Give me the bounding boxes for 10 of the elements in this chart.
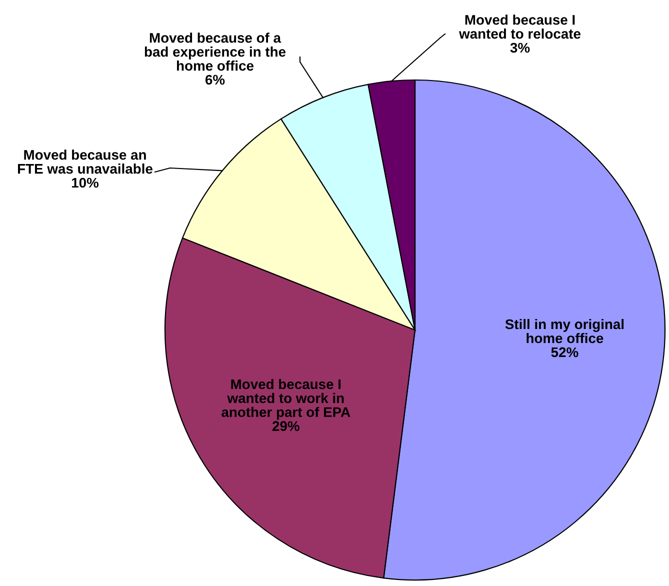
slice-label: Moved because I wanted to work in another part of EPA <box>222 378 350 420</box>
data-label: 6% <box>205 74 225 85</box>
slice-label: Still in my original home office <box>505 318 624 344</box>
slice-label: Moved because of a bad experience in the home office <box>144 32 286 71</box>
data-label: 52% <box>551 347 578 358</box>
data-label: 29% <box>272 421 300 432</box>
slice-label: Moved because I wanted to relocate <box>458 14 580 39</box>
data-label: 10% <box>72 178 99 188</box>
data-label: 3% <box>510 42 530 53</box>
slice-label: Moved because an FTE was unavailable <box>18 150 152 174</box>
